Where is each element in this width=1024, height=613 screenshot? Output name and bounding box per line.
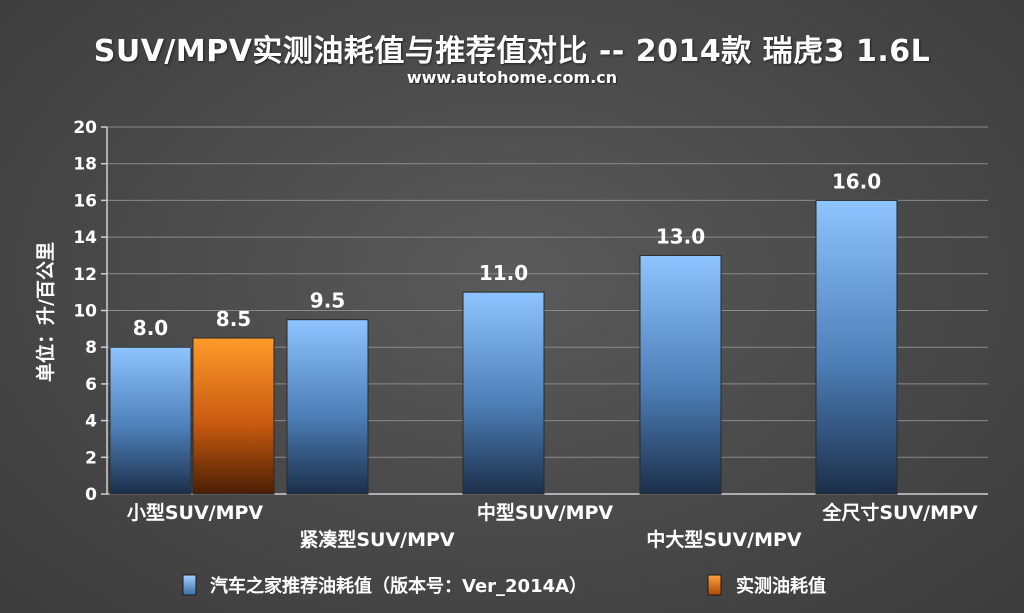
legend-label-recommended: 汽车之家推荐油耗值（版本号：Ver_2014A） — [210, 575, 587, 597]
y-axis-label: 单位：升/百公里 — [34, 242, 57, 382]
y-tick-label: 16 — [73, 191, 97, 211]
y-tick-label: 0 — [85, 485, 97, 505]
bar-recommended — [639, 254, 722, 495]
y-tick-label: 18 — [73, 155, 97, 175]
bar-recommended — [109, 346, 192, 495]
x-category-label: 小型SUV/MPV — [127, 501, 264, 524]
data-labels: 8.0 8.5 9.5 11.0 13.0 16.0 — [133, 169, 881, 340]
bar-recommended — [462, 291, 545, 495]
x-category-label: 中大型SUV/MPV — [646, 528, 802, 551]
y-tick-label: 2 — [85, 448, 97, 468]
legend: 汽车之家推荐油耗值（版本号：Ver_2014A） 实测油耗值 — [182, 574, 826, 597]
category-labels: 小型SUV/MPV 紧凑型SUV/MPV 中型SUV/MPV 中大型SUV/MPV 全尺… — [127, 501, 978, 551]
legend-label-measured: 实测油耗值 — [736, 575, 826, 597]
data-label: 16.0 — [832, 169, 881, 193]
y-tick-labels: 0 2 4 6 8 10 12 14 16 18 20 — [73, 118, 97, 505]
x-category-label: 全尺寸SUV/MPV — [821, 501, 978, 524]
y-tick-label: 4 — [85, 412, 97, 432]
y-tick-label: 20 — [73, 118, 97, 138]
bar-recommended — [815, 199, 898, 495]
bar-measured — [192, 337, 275, 495]
chart-subtitle: www.autohome.com.cn — [406, 68, 618, 87]
legend-swatch-measured — [707, 574, 722, 596]
y-tick-label: 12 — [73, 265, 97, 285]
y-tick-label: 14 — [73, 228, 97, 248]
data-label: 13.0 — [656, 224, 705, 248]
data-label: 8.5 — [216, 307, 251, 331]
data-label: 9.5 — [310, 289, 345, 313]
y-tick-label: 10 — [73, 302, 97, 322]
y-tick-label: 6 — [85, 375, 97, 395]
bars — [109, 199, 898, 495]
x-category-label: 紧凑型SUV/MPV — [299, 528, 455, 551]
y-tick-label: 8 — [85, 338, 97, 358]
data-label: 11.0 — [479, 261, 528, 285]
x-category-label: 中型SUV/MPV — [477, 501, 614, 524]
bar-recommended — [286, 319, 369, 495]
legend-swatch-recommended — [182, 574, 197, 596]
chart-title: SUV/MPV实测油耗值与推荐值对比 -- 2014款 瑞虎3 1.6L — [93, 34, 931, 69]
data-label: 8.0 — [133, 316, 168, 340]
